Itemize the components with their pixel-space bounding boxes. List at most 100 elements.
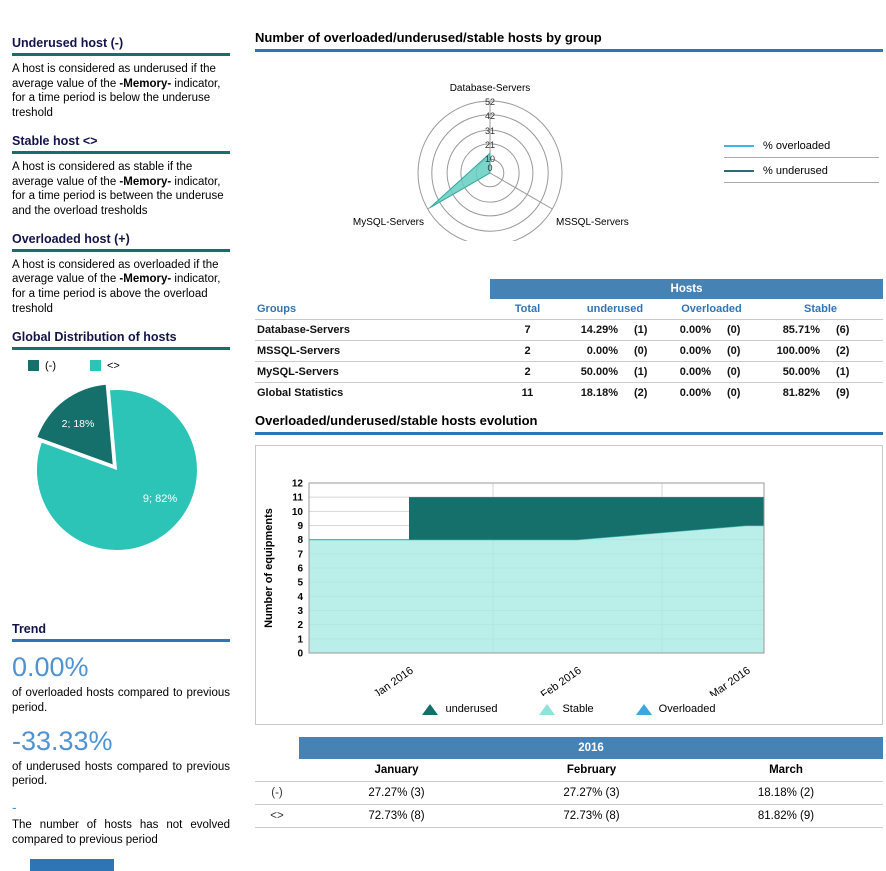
- overloaded-host-description: A host is considered as overloaded if th…: [12, 258, 230, 317]
- overloaded-triangle-icon: [635, 703, 652, 715]
- stable-host-heading: Stable host <>: [12, 134, 230, 154]
- overloaded-count: (0): [713, 382, 758, 403]
- overloaded-pct: 0.00%: [665, 361, 713, 383]
- text-pre: A host is considered as underused if the…: [12, 63, 216, 90]
- row-label-underused: (-): [255, 781, 299, 805]
- column-header-groups: Groups: [255, 299, 490, 320]
- radar-legend: % overloaded % underused: [724, 133, 879, 183]
- underused-host-description: A host is considered as underused if the…: [12, 62, 230, 121]
- radar-tick: 42: [485, 111, 495, 121]
- definition-underused: Underused host (-) A host is considered …: [12, 36, 230, 121]
- underused-trend-value: -33.33%: [12, 725, 113, 756]
- underused-line-icon: [724, 170, 754, 172]
- radar-tick: 31: [485, 126, 495, 136]
- distribution-heading: Global Distribution of hosts: [12, 330, 230, 350]
- pie-legend: (-) <>: [28, 360, 230, 372]
- trend-section: Trend 0.00% of overloaded hosts compared…: [12, 622, 230, 849]
- axis-label-mssql-servers: MSSQL-Servers: [556, 217, 629, 228]
- overloaded-trend-text: of overloaded hosts compared to previous…: [12, 686, 230, 714]
- y-tick: 5: [297, 578, 303, 589]
- y-tick: 12: [292, 479, 304, 490]
- row-label-stable: <>: [255, 804, 299, 828]
- sidebar: Underused host (-) A host is considered …: [12, 36, 230, 848]
- underused-swatch-icon: [28, 360, 39, 372]
- overloaded-host-heading: Overloaded host (+): [12, 232, 230, 252]
- pie-slice-underused: [37, 384, 113, 465]
- month-value: 27.27% (3): [494, 781, 689, 805]
- radar-section-title: Number of overloaded/underused/stable ho…: [255, 30, 883, 52]
- legend-item-overloaded: % overloaded: [724, 133, 879, 158]
- month-value: 72.73% (8): [494, 804, 689, 828]
- underused-pct: 14.29%: [565, 319, 620, 341]
- pie-label-underused: 2; 18%: [62, 418, 95, 430]
- y-axis-title: Number of equipments: [263, 508, 275, 628]
- group-name: MSSQL-Servers: [255, 340, 490, 362]
- stable-count: (1): [822, 361, 883, 383]
- radar-axis-labels: Database-Servers MSSQL-Servers MySQL-Ser…: [353, 83, 629, 228]
- stable-triangle-icon: [539, 703, 556, 715]
- legend-item-underused: (-): [28, 360, 56, 372]
- underused-triangle-icon: [422, 703, 439, 715]
- total-value: 7: [490, 319, 565, 341]
- overloaded-count: (0): [713, 340, 758, 362]
- legend-label: Stable: [562, 703, 594, 715]
- x-tick-mar: Mar 2016: [708, 665, 753, 696]
- column-header-overloaded: Overloaded: [665, 299, 758, 320]
- stable-area: [309, 525, 764, 653]
- y-tick: 3: [297, 606, 303, 617]
- y-tick: 0: [297, 649, 303, 660]
- footer-bar: [30, 859, 114, 871]
- stable-pct: 81.82%: [758, 382, 822, 403]
- table-row: Database-Servers 7 14.29% (1) 0.00% (0) …: [255, 319, 883, 341]
- memory-indicator-bold: -Memory-: [119, 273, 172, 286]
- total-value: 11: [490, 382, 565, 403]
- overloaded-pct: 0.00%: [665, 340, 713, 362]
- radar-chart: 52 42 31 21 10 0 Database-Servers MSSQL-…: [353, 83, 629, 241]
- x-tick-jan: Jan 2016: [372, 665, 416, 696]
- underused-count: (1): [620, 319, 665, 341]
- group-name: Global Statistics: [255, 382, 490, 403]
- evolution-chart-box: 12 11 10 9 8 7 6 5 4 3 2 1 0 Jan 2016 Fe…: [255, 445, 883, 725]
- total-value: 2: [490, 361, 565, 383]
- definition-stable: Stable host <> A host is considered as s…: [12, 134, 230, 219]
- column-header-february: February: [494, 759, 689, 782]
- column-header-underused: underused: [565, 299, 665, 320]
- radar-tick: 0: [487, 163, 492, 173]
- underused-pct: 0.00%: [565, 340, 620, 362]
- y-tick: 1: [297, 634, 303, 645]
- underused-count: (0): [620, 340, 665, 362]
- legend-item-underused: % underused: [724, 158, 879, 183]
- stable-pct: 85.71%: [758, 319, 822, 341]
- x-tick-feb: Feb 2016: [539, 665, 584, 696]
- stable-swatch-icon: [90, 360, 101, 372]
- main-content: Number of overloaded/underused/stable ho…: [255, 30, 883, 828]
- legend-label: % overloaded: [763, 140, 831, 152]
- y-tick: 7: [297, 549, 303, 560]
- underused-count: (1): [620, 361, 665, 383]
- legend-label: % underused: [763, 165, 828, 177]
- distribution-section: Global Distribution of hosts (-) <> 2; 1…: [12, 330, 230, 568]
- stable-count: (9): [822, 382, 883, 403]
- axis-label-database-servers: Database-Servers: [450, 83, 531, 94]
- hosts-band-row: Hosts: [255, 279, 883, 299]
- radar-underused-series: [429, 152, 491, 209]
- total-value: 2: [490, 340, 565, 362]
- text-post: indicator, for a time period is above th…: [12, 273, 221, 315]
- evolution-section-title: Overloaded/underused/stable hosts evolut…: [255, 413, 883, 435]
- underused-pct: 18.18%: [565, 382, 620, 403]
- memory-indicator-bold: -Memory-: [119, 175, 172, 188]
- evolution-legend: underused Stable Overloaded: [256, 703, 882, 715]
- band-spacer: [255, 279, 490, 299]
- axis-label-mysql-servers: MySQL-Servers: [353, 217, 424, 228]
- table-row: MySQL-Servers 2 50.00% (1) 0.00% (0) 50.…: [255, 361, 883, 383]
- legend-item-stable: Stable: [539, 703, 594, 715]
- evolution-area-chart: 12 11 10 9 8 7 6 5 4 3 2 1 0 Jan 2016 Fe…: [263, 479, 765, 696]
- y-tick: 9: [297, 521, 303, 532]
- text-post: indicator, for a time period is below th…: [12, 77, 221, 120]
- overloaded-line-icon: [724, 145, 754, 147]
- y-axis-ticks: 12 11 10 9 8 7 6 5 4 3 2 1 0: [292, 479, 304, 660]
- text-post: indicator, for a time period is between …: [12, 175, 224, 218]
- underused-area: [409, 497, 764, 540]
- table-row: (-) 27.27% (3) 27.27% (3) 18.18% (2): [255, 781, 883, 805]
- legend-item-stable: <>: [90, 360, 120, 372]
